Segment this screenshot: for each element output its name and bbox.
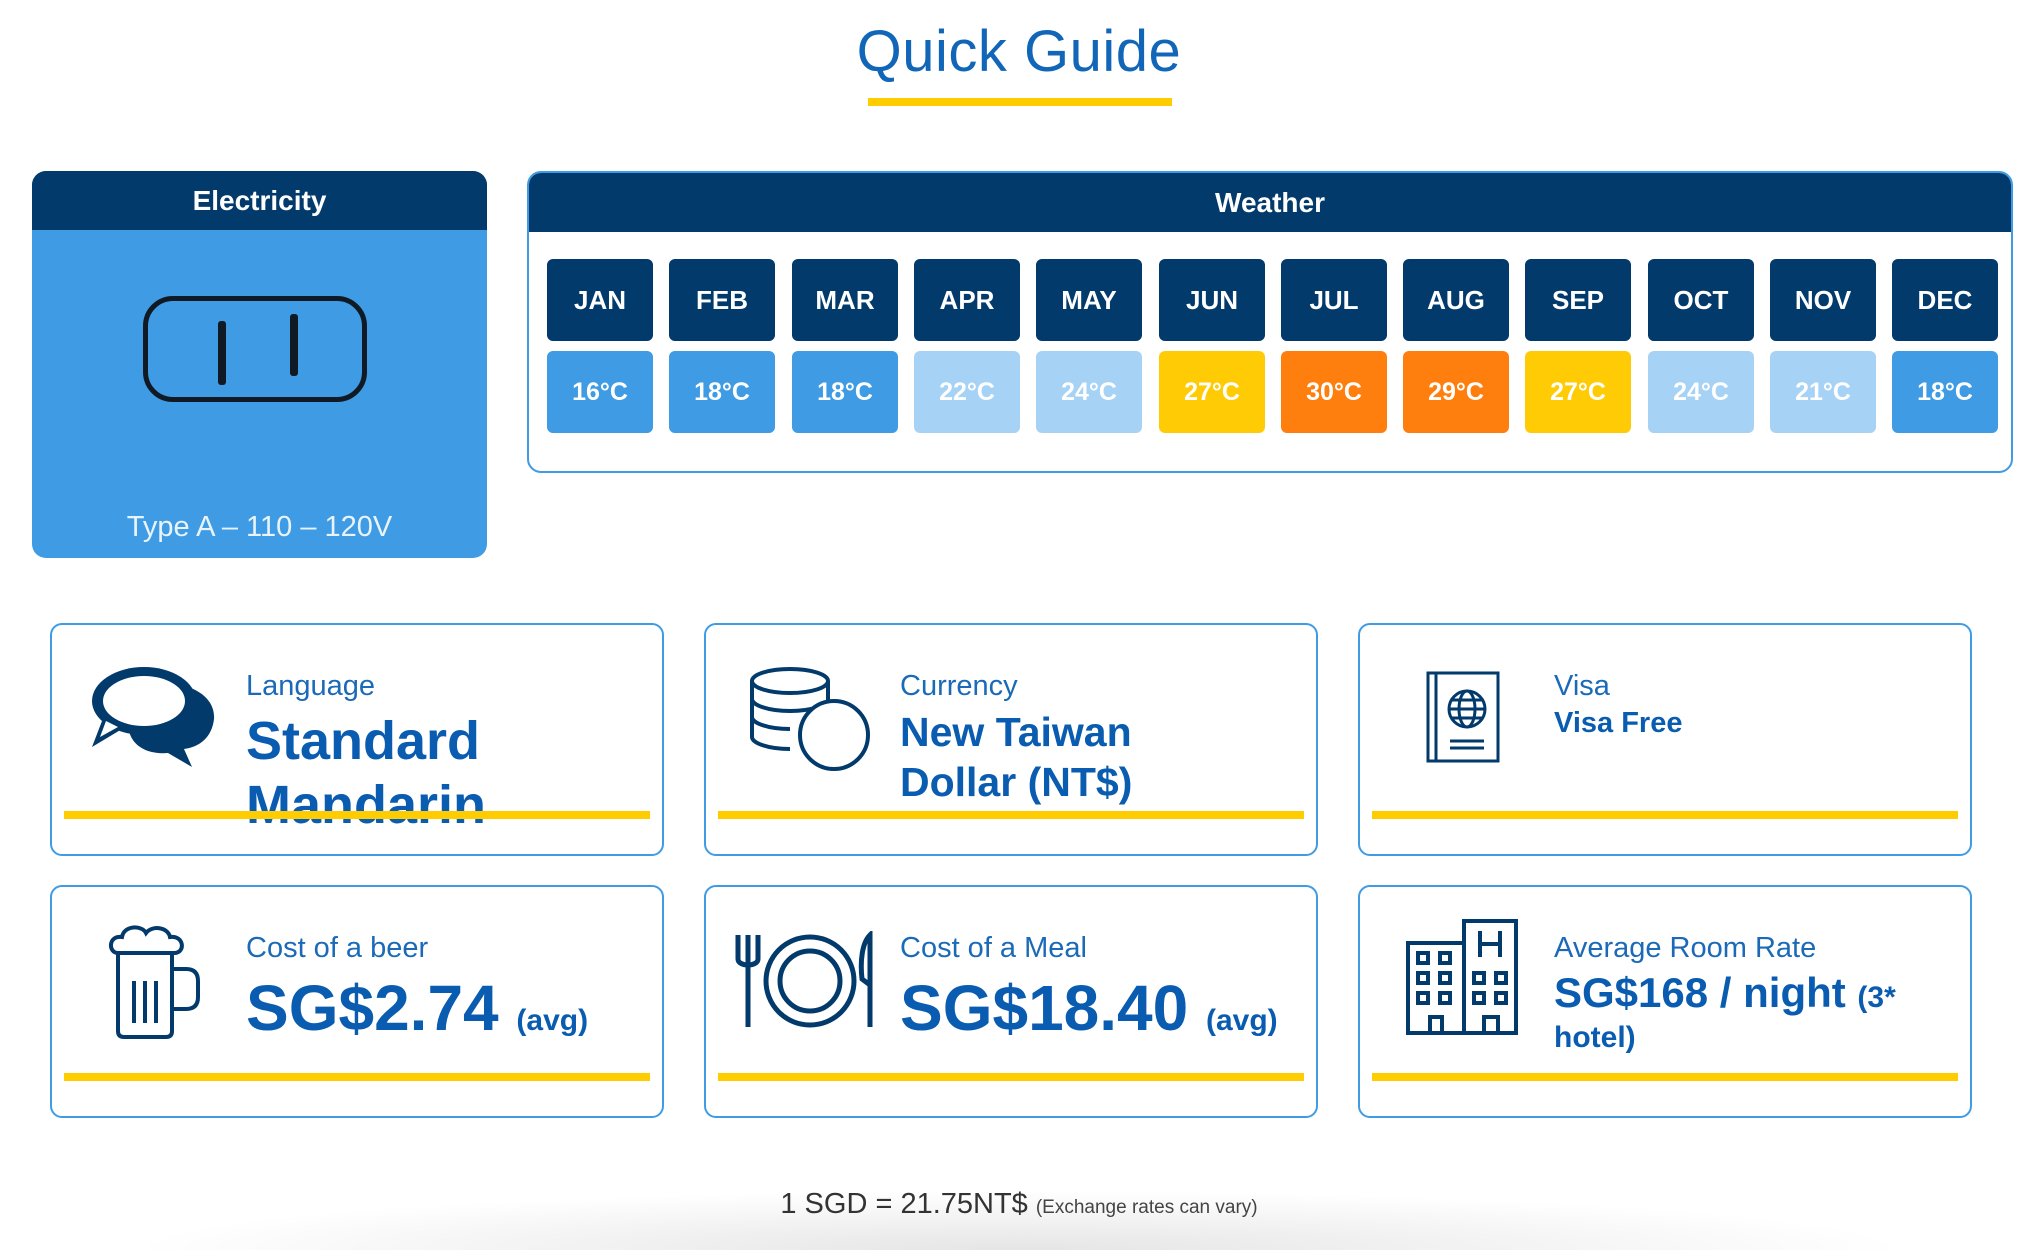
month-temperature: 18°C (792, 351, 898, 433)
month-temperature: 18°C (669, 351, 775, 433)
room-rate-accent-bar (1372, 1073, 1958, 1081)
plate-cutlery-icon (735, 931, 873, 1028)
room-rate-card: Average Room Rate SG$168 / night (3* hot… (1358, 885, 1972, 1118)
month-label: OCT (1648, 259, 1754, 341)
month-label: FEB (669, 259, 775, 341)
month-temperature: 27°C (1159, 351, 1265, 433)
visa-accent-bar (1372, 811, 1958, 819)
title-underline (868, 98, 1172, 106)
coins-icon (750, 667, 870, 771)
meal-accent-bar (718, 1073, 1304, 1081)
month-label: JAN (547, 259, 653, 341)
speech-bubbles-icon (92, 667, 215, 767)
month-label: JUL (1281, 259, 1387, 341)
room-rate-suffix-1: (3* (1857, 981, 1896, 1014)
visa-label: Visa (1554, 670, 1610, 702)
language-accent-bar (64, 811, 650, 819)
beer-label: Cost of a beer (246, 932, 429, 964)
exchange-rate-value: 1 SGD = 21.75NT$ (780, 1188, 1028, 1220)
month-temperature: 16°C (547, 351, 653, 433)
visa-value: Visa Free (1554, 707, 1683, 739)
exchange-rate-note: (Exchange rates can vary) (1035, 1197, 1258, 1218)
language-value-line2: Mandarin (246, 775, 487, 835)
electricity-type: Type A – 110 – 120V (126, 511, 393, 543)
socket-pin (218, 321, 226, 385)
room-rate-label: Average Room Rate (1554, 932, 1817, 964)
room-rate-suffix-2: hotel) (1554, 1021, 1636, 1054)
beer-price: SG$2.74 (246, 972, 499, 1044)
month-label: SEP (1525, 259, 1631, 341)
month-label: JUN (1159, 259, 1265, 341)
meal-price: SG$18.40 (900, 972, 1189, 1044)
weather-header: Weather (529, 173, 2011, 232)
month-label: MAY (1036, 259, 1142, 341)
hotel-building-icon (1406, 919, 1518, 1035)
meal-value: SG$18.40 (avg) (900, 971, 1278, 1045)
meal-avg-suffix: (avg) (1206, 1004, 1278, 1037)
passport-icon (1426, 671, 1500, 763)
room-rate-value: SG$168 / night (3* (1554, 969, 1896, 1017)
month-label: DEC (1892, 259, 1998, 341)
currency-label: Currency (900, 670, 1018, 702)
month-label: APR (914, 259, 1020, 341)
month-temperature: 22°C (914, 351, 1020, 433)
month-temperature: 24°C (1648, 351, 1754, 433)
month-temperature: 21°C (1770, 351, 1876, 433)
socket-type-a-icon (143, 296, 367, 402)
month-temperature: 18°C (1892, 351, 1998, 433)
meal-card: Cost of a Meal SG$18.40 (avg) (704, 885, 1318, 1118)
currency-value-line1: New Taiwan (900, 709, 1132, 755)
month-label: MAR (792, 259, 898, 341)
beer-value: SG$2.74 (avg) (246, 971, 588, 1045)
month-temperature: 24°C (1036, 351, 1142, 433)
footer-shadow (120, 1190, 1918, 1250)
socket-pin (290, 314, 298, 376)
beer-card: Cost of a beer SG$2.74 (avg) (50, 885, 664, 1118)
language-value: Standard Mandarin (246, 709, 486, 837)
meal-label: Cost of a Meal (900, 932, 1087, 964)
month-temperature: 30°C (1281, 351, 1387, 433)
month-temperature: 27°C (1525, 351, 1631, 433)
month-label: NOV (1770, 259, 1876, 341)
month-temperature: 29°C (1403, 351, 1509, 433)
currency-value: New Taiwan Dollar (NT$) (900, 707, 1132, 807)
electricity-header: Electricity (32, 171, 487, 230)
language-label: Language (246, 670, 376, 702)
beer-accent-bar (64, 1073, 650, 1081)
language-value-line1: Standard (246, 711, 481, 771)
currency-accent-bar (718, 811, 1304, 819)
page-title: Quick Guide (856, 19, 1182, 84)
beer-avg-suffix: (avg) (516, 1004, 589, 1037)
weather-card: Weather JAN 16°C FEB 18°C MAR 18°C APR 22°C MAY 2… (527, 171, 2013, 473)
language-card: Language Standard Mandarin (50, 623, 664, 856)
visa-card: Visa Visa Free (1358, 623, 1972, 856)
month-label: AUG (1403, 259, 1509, 341)
beer-mug-icon (109, 925, 200, 1039)
currency-value-line2: Dollar (NT$) (900, 759, 1133, 805)
electricity-card: Electricity Type A – 110 – 120V (32, 171, 487, 558)
room-rate-price: SG$168 / night (1554, 969, 1846, 1016)
currency-card: Currency New Taiwan Dollar (NT$) (704, 623, 1318, 856)
exchange-rate: 1 SGD = 21.75NT$ (Exchange rates can var… (0, 1188, 2038, 1221)
